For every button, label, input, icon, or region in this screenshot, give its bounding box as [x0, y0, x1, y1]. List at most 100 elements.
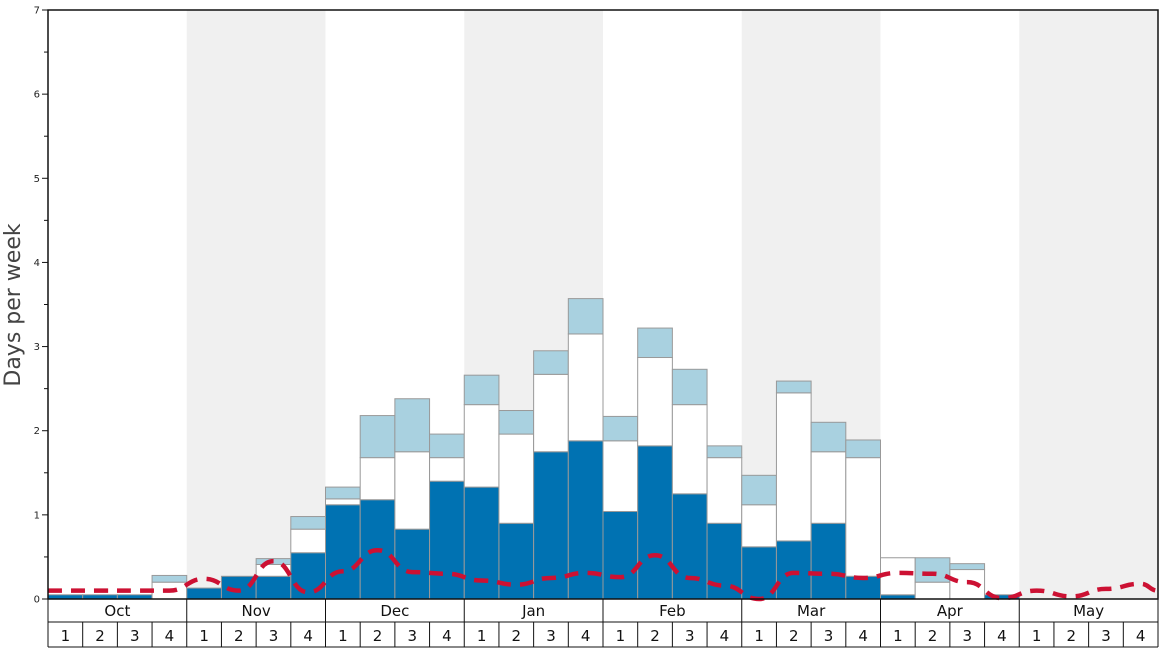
bar-light-week-12 — [429, 433, 465, 459]
week-label-jan-3: 3 — [546, 627, 556, 645]
bar-light-week-26 — [914, 557, 951, 583]
bar-light-week-20 — [706, 445, 743, 459]
bar-light-week-13 — [463, 374, 500, 406]
week-label-may-4: 4 — [1136, 627, 1146, 645]
week-label-may-1: 1 — [1032, 627, 1042, 645]
week-label-apr-2: 2 — [928, 627, 938, 645]
bar-dark-week-23 — [810, 522, 847, 600]
dashed-line-layer — [48, 547, 1159, 602]
week-label-feb-4: 4 — [720, 627, 730, 645]
bar-light-week-17 — [602, 415, 639, 442]
week-label-mar-4: 4 — [858, 627, 868, 645]
week-label-feb-1: 1 — [616, 627, 626, 645]
bar-light-week-10 — [359, 415, 396, 459]
week-label-oct-4: 4 — [165, 627, 175, 645]
bar-light-week-4 — [151, 574, 188, 583]
y-tick-label-3: 3 — [34, 342, 40, 353]
bar-light-week-19 — [671, 368, 708, 406]
bar-dark-week-22 — [775, 540, 812, 600]
week-label-dec-4: 4 — [442, 627, 452, 645]
bars — [47, 298, 1020, 600]
bar-light-week-21 — [741, 474, 777, 506]
dashed-line — [48, 547, 1159, 602]
bar-dark-week-9 — [325, 504, 361, 600]
week-label-feb-2: 2 — [650, 627, 660, 645]
bar-white-week-12 — [429, 457, 465, 482]
week-label-oct-2: 2 — [95, 627, 105, 645]
bar-light-week-11 — [394, 398, 431, 453]
week-label-oct-1: 1 — [61, 627, 71, 645]
y-tick-label-5: 5 — [34, 174, 40, 185]
bar-light-week-15 — [533, 350, 569, 375]
week-label-may-2: 2 — [1067, 627, 1077, 645]
week-label-mar-2: 2 — [789, 627, 799, 645]
bar-dark-week-5 — [186, 587, 222, 600]
bar-white-week-15 — [533, 373, 569, 453]
bar-dark-week-18 — [637, 445, 673, 600]
week-label-nov-1: 1 — [199, 627, 209, 645]
week-label-dec-2: 2 — [373, 627, 383, 645]
month-label-feb: Feb — [659, 602, 686, 620]
month-label-mar: Mar — [797, 602, 826, 620]
bar-white-week-17 — [602, 440, 639, 512]
week-label-oct-3: 3 — [130, 627, 140, 645]
y-axis: 0 1 2 3 4 5 6 7 — [34, 6, 48, 606]
bar-white-week-16 — [567, 333, 604, 442]
month-label-dec: Dec — [380, 602, 409, 620]
bar-white-week-14 — [498, 433, 535, 524]
month-band-nov — [186, 10, 326, 599]
week-label-mar-1: 1 — [754, 627, 764, 645]
bar-dark-week-8 — [290, 552, 326, 600]
y-tick-label-6: 6 — [34, 90, 40, 101]
week-label-apr-4: 4 — [997, 627, 1007, 645]
week-label-nov-2: 2 — [234, 627, 244, 645]
week-label-nov-4: 4 — [303, 627, 313, 645]
month-label-apr: Apr — [937, 602, 964, 620]
y-axis-label: Days per week — [1, 223, 26, 386]
week-label-nov-3: 3 — [269, 627, 279, 645]
week-label-mar-3: 3 — [824, 627, 834, 645]
bar-white-week-19 — [671, 404, 708, 495]
week-label-jan-4: 4 — [581, 627, 591, 645]
bar-white-week-20 — [706, 457, 743, 524]
week-label-jan-2: 2 — [512, 627, 522, 645]
week-label-apr-1: 1 — [893, 627, 903, 645]
week-label-apr-3: 3 — [962, 627, 972, 645]
bar-white-week-26 — [914, 581, 951, 600]
bar-white-week-13 — [463, 404, 500, 488]
bar-white-week-18 — [637, 357, 673, 447]
bar-light-week-23 — [810, 421, 847, 453]
bar-dark-week-7 — [255, 575, 292, 600]
month-label-jan: Jan — [521, 602, 545, 620]
month-label-oct: Oct — [104, 602, 130, 620]
bar-white-week-8 — [290, 528, 326, 554]
bar-light-week-24 — [845, 439, 881, 459]
bar-dark-week-17 — [602, 510, 639, 600]
bar-dark-week-15 — [533, 451, 569, 600]
bar-dark-week-14 — [498, 522, 535, 600]
week-label-feb-3: 3 — [685, 627, 695, 645]
bar-white-week-11 — [394, 451, 431, 530]
bar-white-week-23 — [810, 451, 847, 524]
bar-dark-week-11 — [394, 528, 431, 600]
bar-white-week-9 — [325, 498, 361, 506]
bar-white-week-21 — [741, 504, 777, 548]
y-tick-label-2: 2 — [34, 426, 40, 437]
month-label-may: May — [1073, 602, 1104, 620]
bar-light-week-14 — [498, 410, 535, 435]
y-tick-label-7: 7 — [34, 6, 40, 17]
bar-light-week-8 — [290, 516, 326, 530]
bar-white-week-10 — [359, 457, 396, 501]
y-tick-label-4: 4 — [34, 258, 40, 269]
bar-white-week-24 — [845, 457, 881, 577]
bar-dark-week-19 — [671, 493, 708, 600]
bar-white-week-22 — [775, 392, 812, 542]
bar-light-week-18 — [637, 327, 673, 359]
week-label-may-3: 3 — [1101, 627, 1111, 645]
x-axis: Oct 1 2 3 4 Nov 1 2 3 4 Dec 1 2 3 4 Jan 1 2 3 4 Feb 1 2 3 4 Mar 1 2… — [47, 599, 1159, 648]
bar-light-week-16 — [567, 298, 604, 335]
bar-light-week-22 — [775, 380, 812, 394]
week-label-dec-3: 3 — [407, 627, 417, 645]
bar-dark-week-12 — [429, 480, 465, 600]
